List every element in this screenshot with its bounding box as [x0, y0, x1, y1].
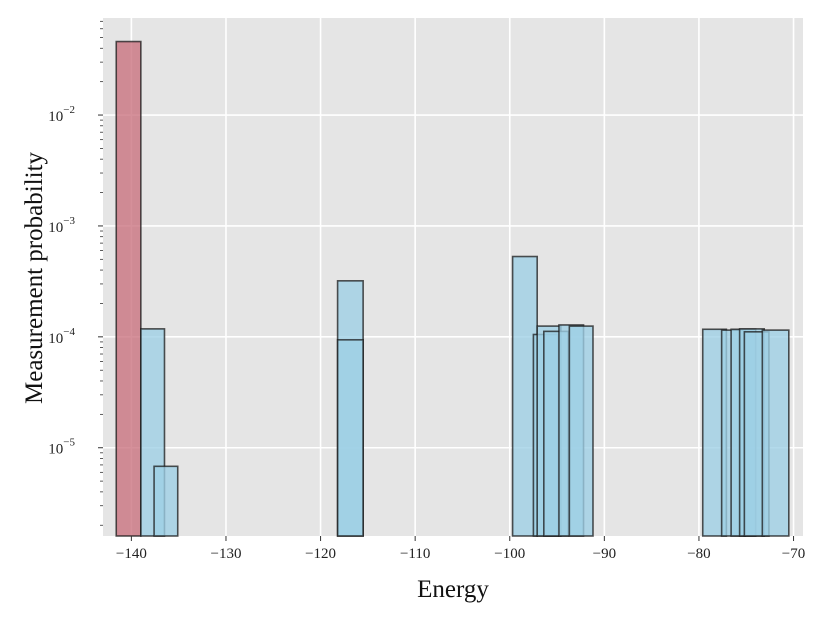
y-tick-label: 10−2 — [48, 104, 75, 125]
bars — [115, 40, 790, 537]
x-axis-label: Energy — [417, 576, 489, 603]
bar — [568, 325, 594, 537]
y-minor-ticks — [100, 20, 103, 526]
grid — [103, 18, 803, 536]
y-tick-exponent: −3 — [63, 215, 75, 227]
x-tick-label: −120 — [305, 546, 336, 562]
bar — [761, 329, 790, 537]
x-axis: −140 −130 −120 −110 −100 −90 −80 −70 — [116, 536, 805, 562]
x-tick-label: −90 — [593, 546, 616, 562]
y-axis-label: Measurement probability — [21, 151, 48, 404]
y-axis: 10−5 10−4 10−3 10−2 — [48, 104, 103, 458]
bar-highlight — [115, 40, 142, 537]
x-tick-label: −80 — [687, 546, 710, 562]
x-tick-label: −100 — [494, 546, 525, 562]
x-tick-label: −110 — [400, 546, 430, 562]
x-tick-label: −70 — [782, 546, 805, 562]
y-tick-label: 10−4 — [48, 326, 75, 347]
bar — [336, 339, 364, 537]
plot-background — [103, 18, 803, 536]
y-tick-exponent: −4 — [63, 326, 75, 338]
x-tick-label: −140 — [116, 546, 147, 562]
y-tick-label: 10−5 — [48, 437, 75, 458]
x-tick-label: −130 — [210, 546, 241, 562]
bar — [153, 465, 179, 537]
y-tick-exponent: −2 — [63, 104, 75, 116]
y-tick-label: 10−3 — [48, 215, 75, 236]
y-tick-exponent: −5 — [63, 437, 75, 449]
